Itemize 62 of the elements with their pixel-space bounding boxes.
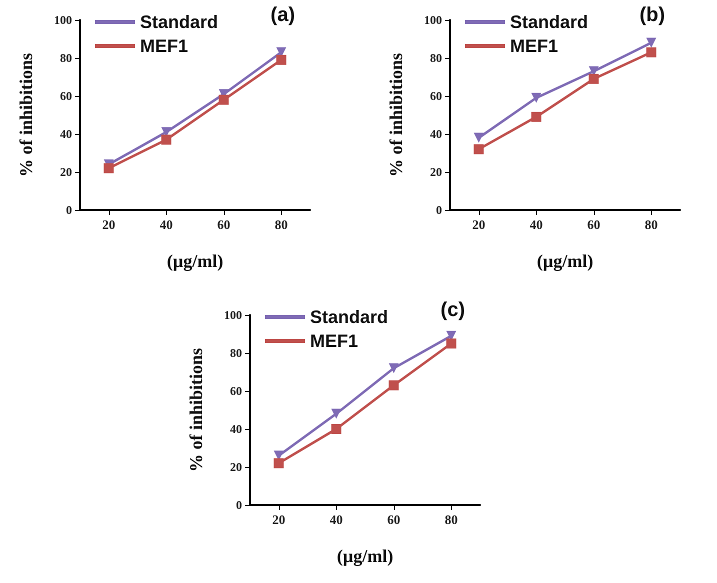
y-tick-label: 60	[230, 384, 242, 398]
y-tick-label: 60	[430, 89, 442, 103]
y-tick-label: 0	[436, 203, 442, 217]
legend-label: MEF1	[510, 36, 558, 56]
x-tick-label: 20	[102, 217, 116, 232]
point	[218, 94, 229, 105]
y-tick-label: 100	[224, 308, 242, 322]
point	[331, 408, 342, 419]
point	[474, 132, 484, 143]
y-tick-label: 20	[230, 460, 242, 474]
point	[474, 144, 484, 154]
x-axis-title: (µg/ml)	[166, 251, 224, 271]
point	[531, 112, 542, 122]
y-tick-label: 100	[54, 13, 72, 27]
x-tick-label: 60	[387, 512, 400, 527]
point	[588, 74, 599, 84]
legend-label: MEF1	[310, 331, 358, 351]
legend-label: Standard	[140, 12, 218, 32]
x-tick-label: 20	[272, 512, 286, 527]
y-axis-title: % of inhibitions	[186, 348, 206, 472]
point	[331, 424, 342, 434]
y-axis-title: % of inhibitions	[386, 52, 406, 178]
x-tick-label: 80	[444, 512, 458, 527]
point	[388, 363, 399, 374]
x-tick-label: 80	[644, 217, 658, 232]
point	[646, 47, 656, 58]
legend-label: MEF1	[140, 36, 188, 56]
point	[531, 92, 542, 103]
x-axis-title: (µg/ml)	[536, 251, 594, 271]
point	[104, 163, 114, 174]
x-tick-label: 60	[587, 217, 600, 232]
x-tick-label: 20	[472, 217, 486, 232]
point	[446, 338, 456, 348]
x-tick-label: 40	[530, 217, 543, 232]
point	[388, 380, 399, 390]
chart-title: (a)	[270, 4, 296, 26]
y-tick-label: 40	[60, 127, 72, 141]
y-tick-label: 40	[430, 127, 442, 141]
y-tick-label: 100	[424, 13, 442, 27]
x-tick-label: 40	[330, 512, 343, 527]
y-tick-label: 20	[60, 165, 72, 179]
point	[274, 458, 284, 468]
chart-title: (c)	[440, 299, 466, 321]
y-tick-label: 0	[236, 498, 242, 512]
x-axis-title: (µg/ml)	[336, 546, 394, 566]
point	[276, 54, 286, 65]
point	[646, 38, 656, 48]
y-tick-label: 80	[430, 51, 442, 65]
point	[161, 134, 172, 145]
y-tick-label: 40	[230, 422, 242, 436]
legend-label: Standard	[510, 12, 588, 32]
x-tick-label: 80	[274, 217, 288, 232]
y-axis-title: % of inhibitions	[16, 52, 36, 178]
y-tick-label: 80	[230, 346, 242, 360]
y-tick-label: 0	[66, 203, 72, 217]
legend-label: Standard	[310, 307, 388, 327]
y-tick-label: 20	[430, 165, 442, 179]
chart-title: (b)	[639, 4, 666, 26]
x-tick-label: 60	[217, 217, 230, 232]
x-tick-label: 40	[160, 217, 173, 232]
y-tick-label: 80	[60, 51, 72, 65]
y-tick-label: 60	[60, 89, 72, 103]
